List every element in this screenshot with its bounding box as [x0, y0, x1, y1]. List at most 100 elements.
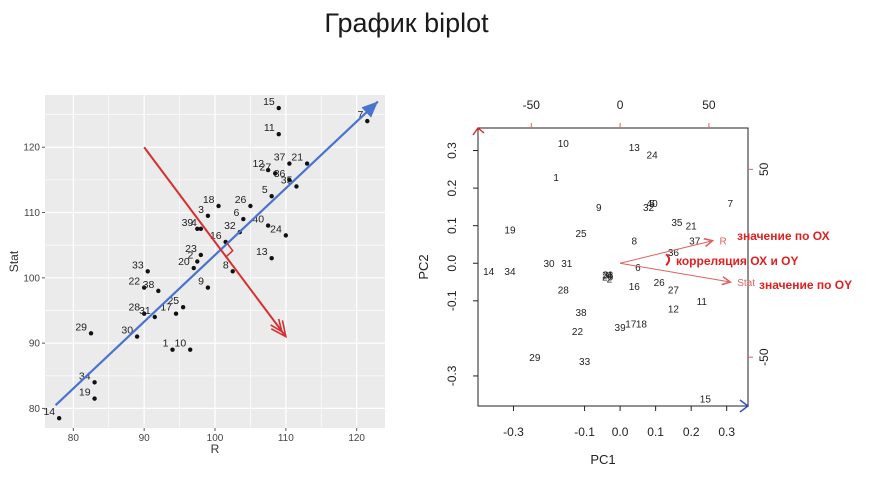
annotation-ox-value: значение по ОХ — [737, 229, 830, 243]
pca-observation-label: 5 — [649, 199, 655, 210]
pca-observation-label: 35 — [671, 218, 683, 229]
pca-observation-label: 28 — [558, 286, 570, 297]
pca-observation-label: 29 — [529, 353, 541, 364]
left-point-label: 14 — [43, 406, 55, 418]
left-data-point — [195, 259, 200, 264]
left-x-tick-label: 90 — [139, 433, 151, 444]
left-data-point — [269, 194, 274, 199]
pca-observation-label: 33 — [579, 357, 591, 368]
left-data-point — [92, 396, 97, 401]
left-point-label: 1 — [163, 338, 169, 350]
left-point-label: 16 — [210, 230, 222, 242]
left-point-label: 26 — [235, 194, 247, 206]
pca-observation-label: 1 — [553, 173, 559, 184]
right-y-tick-label: 0.3 — [445, 142, 459, 159]
pca-observation-label: 10 — [558, 139, 570, 150]
left-data-point — [283, 233, 289, 238]
left-y-tick-label: 80 — [29, 404, 41, 415]
left-x-tick-label: 120 — [348, 433, 365, 444]
left-point-label: 24 — [270, 223, 282, 235]
pca-observation-label: 23 — [602, 271, 614, 282]
pca-observation-label: 11 — [697, 297, 708, 308]
left-point-label: 8 — [223, 259, 229, 271]
blue-arrowhead — [361, 101, 378, 118]
left-point-label: 22 — [128, 276, 140, 288]
left-data-point — [265, 167, 271, 173]
pca-observation-label: 9 — [596, 203, 602, 214]
left-y-tick-label: 100 — [23, 273, 40, 284]
left-data-point — [152, 314, 157, 320]
left-point-label: 17 — [160, 302, 172, 314]
right-y-axis-label: PC2 — [416, 254, 431, 279]
left-y-axis-label: Stat — [7, 250, 21, 272]
left-point-label: 40 — [252, 214, 264, 226]
pca-observation-label: 12 — [668, 304, 680, 315]
pca-observation-label: 22 — [572, 327, 584, 338]
right-angle-marker — [225, 242, 234, 258]
correlation-angle-arc — [665, 253, 671, 266]
left-point-label: 15 — [263, 96, 275, 108]
slide-title: График biplot — [324, 8, 489, 38]
left-data-point — [248, 203, 253, 209]
right-x-tick-label: 0.0 — [612, 425, 629, 439]
left-point-label: 28 — [128, 302, 140, 314]
left-point-label: 18 — [203, 194, 215, 206]
right-chart: -0.3 -0.1 0.0 0.1 0.2 0.3 -0.3 -0.1 0.0 0.1 0.2 0.3… — [416, 98, 852, 467]
loading-vector — [619, 240, 713, 264]
left-point-label: 39 — [182, 217, 194, 229]
blue-axis-line — [54, 100, 379, 406]
left-data-point — [195, 226, 200, 232]
left-data-point — [294, 184, 299, 189]
pca-observation-label: 32 — [643, 203, 655, 214]
left-data-point — [287, 177, 292, 183]
pca-observation-label: 2 — [607, 274, 613, 285]
pca-observation-label: 34 — [504, 267, 516, 278]
pca-observation-label: 25 — [575, 229, 587, 240]
loading-vector-arrowhead — [721, 276, 733, 286]
pca-observation-label: 3 — [603, 271, 609, 282]
pca-observation-label: 39 — [615, 323, 627, 334]
loading-vector-arrowhead — [703, 237, 715, 248]
red-arrowhead-inner — [270, 318, 284, 334]
pca-observation-label: 16 — [629, 282, 641, 293]
right-axis-tick-label: 50 — [757, 162, 771, 176]
left-data-point — [141, 285, 147, 290]
left-point-label: 37 — [274, 152, 286, 164]
left-point-label: 2 — [187, 250, 193, 262]
pca-observation-label: 15 — [700, 394, 712, 405]
left-point-label: 4 — [191, 217, 197, 229]
right-x-tick-label: -0.3 — [503, 425, 524, 439]
pca-observation-label: 21 — [686, 222, 698, 233]
left-data-point — [134, 334, 140, 339]
right-x-tick-label: 0.1 — [647, 425, 664, 439]
left-point-label: 31 — [139, 305, 151, 317]
pca-observation-label: 30 — [543, 259, 555, 270]
left-point-label: 20 — [178, 256, 190, 268]
left-data-point — [188, 347, 193, 352]
top-axis-tick-label: 0 — [617, 98, 624, 112]
right-y-tick-label: -0.1 — [445, 290, 459, 311]
pca-observation-label: 24 — [647, 150, 659, 161]
right-x-axis-label: PC1 — [590, 452, 615, 467]
left-data-point — [141, 311, 147, 316]
left-data-point — [170, 347, 175, 352]
left-point-label: 9 — [198, 276, 204, 288]
left-x-tick-label: 110 — [278, 433, 294, 444]
pca-observation-label: 7 — [727, 199, 733, 210]
left-y-tick-label: 120 — [23, 143, 40, 154]
pca-observation-label: 17 — [625, 319, 637, 330]
left-data-point — [304, 161, 310, 166]
left-point-label: 30 — [121, 325, 133, 337]
left-data-point — [56, 416, 62, 421]
pca-observation-label: 26 — [654, 278, 666, 289]
left-data-point — [205, 285, 211, 290]
pca-observation-label: 18 — [636, 319, 648, 330]
red-arrowhead — [270, 320, 287, 339]
left-data-point — [191, 265, 196, 271]
top-axis-tick-label: -50 — [523, 98, 541, 112]
left-data-point — [173, 311, 179, 316]
left-point-label: 33 — [132, 259, 144, 271]
left-data-point — [198, 252, 204, 258]
pca-observation-label: 36 — [668, 248, 680, 259]
